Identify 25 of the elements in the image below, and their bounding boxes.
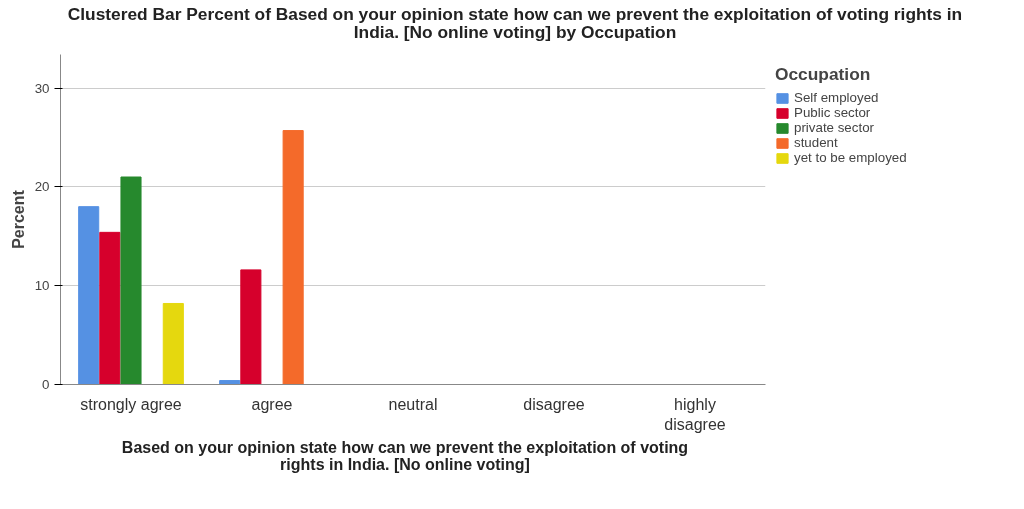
bar <box>162 303 184 385</box>
x-tick-label: highly disagree <box>664 395 726 434</box>
bar <box>99 232 121 385</box>
bar <box>240 269 262 385</box>
legend-title: Occupation <box>775 64 872 86</box>
x-tick-label: strongly agree <box>80 395 182 413</box>
legend-label: Self employed <box>794 90 879 106</box>
y-tick-label: 30 <box>34 80 50 96</box>
chart-title: Clustered Bar Percent of Based on your opinion state how can we prevent the exploitation of voting rights in India. [No online voting] by Occupation <box>67 4 963 43</box>
y-axis-title: Percent <box>9 189 27 250</box>
x-tick-label: disagree <box>523 395 585 413</box>
y-tick-label: 20 <box>34 179 50 195</box>
legend-label: private sector <box>794 120 875 136</box>
x-tick-label: neutral <box>388 395 438 413</box>
legend-label: yet to be employed <box>794 150 907 166</box>
y-tick-label: 0 <box>42 377 50 393</box>
bar <box>282 130 304 385</box>
legend-label: student <box>794 135 838 151</box>
bar <box>78 206 100 385</box>
legend-label: Public sector <box>794 105 871 121</box>
bar <box>120 176 142 385</box>
x-tick-label: agree <box>251 395 293 413</box>
y-tick-label: 10 <box>34 278 50 294</box>
x-axis-title: Based on your opinion state how can we prevent the exploitation of voting rights in India. [No online voting] <box>121 439 689 474</box>
bar <box>219 380 241 385</box>
